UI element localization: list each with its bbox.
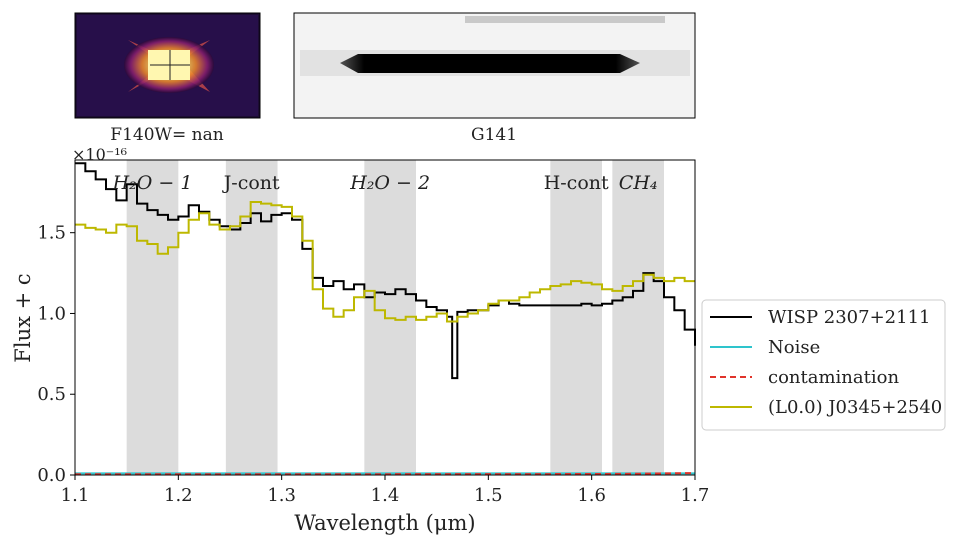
band-label-0: H₂O − 1 xyxy=(112,172,193,194)
legend-label-3: (L0.0) J0345+2540 xyxy=(768,397,942,418)
y-axis-label: Flux + c xyxy=(11,273,35,362)
band-region-3 xyxy=(550,160,602,475)
band-label-4: CH₄ xyxy=(619,172,658,194)
plot-axes: 1.1 1.2 1.3 1.4 1.5 1.6 1.7 0.0 0.5 1.0 1.5 xyxy=(37,159,710,506)
x-tick-label-0: 1.1 xyxy=(61,485,90,506)
legend-label-2: contamination xyxy=(768,367,899,388)
x-tick-label-1: 1.2 xyxy=(164,485,193,506)
x-axis-label: Wavelength (μm) xyxy=(294,511,475,535)
legend-box xyxy=(701,299,946,431)
x-tick-label-2: 1.3 xyxy=(267,485,296,506)
spectrum-series xyxy=(75,162,696,476)
y-scale-multiplier: ×10⁻¹⁶ xyxy=(72,145,127,164)
y-tick-label-1: 0.5 xyxy=(37,384,66,405)
band-label-2: H₂O − 2 xyxy=(349,172,430,194)
direct-image-thumbnail xyxy=(74,12,261,119)
legend-label-0: WISP 2307+2111 xyxy=(768,307,930,328)
grism-spectrum-thumbnail xyxy=(293,12,696,119)
x-tick-label-5: 1.6 xyxy=(577,485,606,506)
x-tick-label-3: 1.4 xyxy=(371,485,400,506)
band-region-0 xyxy=(126,160,179,475)
legend: WISP 2307+2111 Noise contamination (L0.0) J… xyxy=(701,299,946,431)
direct-image-label: F140W= nan xyxy=(110,125,223,145)
band-region-1 xyxy=(225,160,278,475)
band-region-4 xyxy=(612,160,664,475)
legend-label-1: Noise xyxy=(768,337,820,358)
band-labels: H₂O − 1 J-cont H₂O − 2 H-cont CH₄ xyxy=(112,172,658,194)
band-label-1: J-cont xyxy=(222,172,280,194)
band-label-3: H-cont xyxy=(544,172,609,194)
y-tick-label-3: 1.5 xyxy=(37,223,66,244)
series-line-3 xyxy=(75,201,695,323)
x-tick-label-6: 1.7 xyxy=(681,485,710,506)
grism-label: G141 xyxy=(471,125,517,145)
source-glow-icon xyxy=(124,37,214,93)
y-tick-label-0: 0.0 xyxy=(37,465,66,486)
series-line-2 xyxy=(75,472,696,476)
y-tick-label-2: 1.0 xyxy=(37,303,66,324)
x-tick-label-4: 1.5 xyxy=(474,485,503,506)
